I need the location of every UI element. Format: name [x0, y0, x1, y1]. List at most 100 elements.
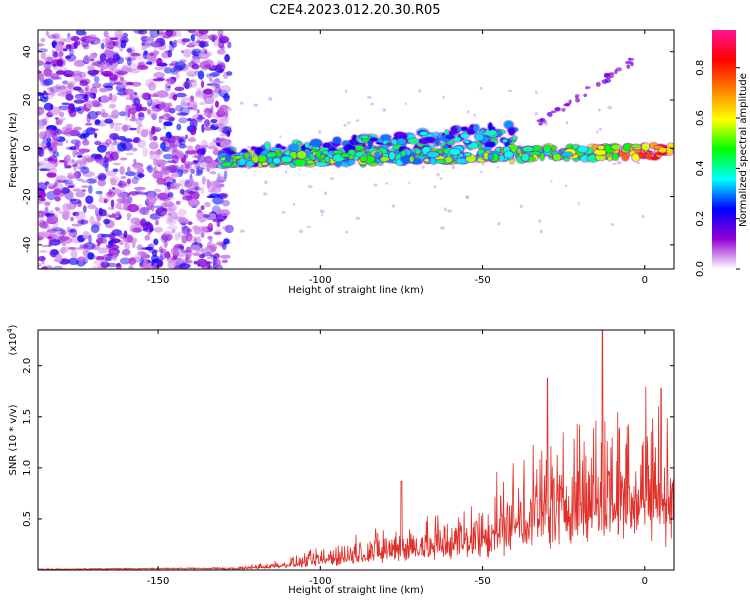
band-blob [363, 155, 375, 163]
noise-blob [136, 65, 149, 70]
noise-blob [113, 125, 122, 131]
noise-blob [84, 91, 92, 95]
band-blob [464, 140, 470, 144]
band-blob [451, 126, 458, 134]
noise-blob [170, 173, 180, 178]
noise-blob [95, 160, 104, 164]
noise-blob [109, 133, 120, 140]
noise-blob [189, 118, 198, 128]
colorbar-tick-label: 0.8 [695, 60, 706, 76]
noise-blob [82, 231, 90, 240]
noise-blob [183, 48, 192, 58]
band-blob [443, 153, 447, 157]
band-blob [322, 150, 329, 155]
noise-blob [149, 30, 160, 38]
spectrogram-panel: -150 -100 -50 0 -40 -20 0 20 40 Height of straig… [8, 29, 675, 296]
noise-blob [179, 106, 190, 116]
noise-blob [85, 157, 95, 162]
scatter-blob [329, 177, 335, 180]
noise-blob [124, 243, 130, 251]
noise-blob [100, 261, 110, 268]
noise-blob [153, 158, 158, 166]
noise-blob [112, 254, 117, 261]
noise-blob [65, 44, 72, 50]
noise-blob [227, 41, 232, 49]
scatter-blob [597, 108, 601, 112]
noise-blob [163, 121, 173, 127]
noise-blob [125, 171, 136, 177]
noise-blob [221, 199, 230, 207]
scatter-blob [497, 222, 501, 226]
noise-blob [119, 257, 131, 265]
noise-blob [170, 70, 179, 75]
noise-blob [43, 94, 48, 98]
noise-blob [65, 165, 72, 169]
noise-blob [88, 184, 93, 194]
noise-blob [66, 83, 74, 89]
noise-blob [134, 190, 142, 194]
scatter-blob [451, 165, 456, 170]
noise-blob [200, 248, 205, 253]
noise-blob [151, 125, 156, 135]
band-blob [378, 161, 383, 165]
rising-line-blob [547, 112, 553, 117]
noise-blob [203, 107, 213, 114]
noise-blob [71, 159, 75, 163]
noise-blob [169, 164, 181, 173]
noise-blob [149, 224, 154, 233]
band-blob [444, 129, 449, 137]
noise-blob [44, 128, 56, 138]
noise-blob [199, 254, 205, 259]
noise-blob [54, 117, 59, 120]
noise-blob [196, 116, 206, 120]
snr-series [37, 329, 675, 571]
noise-blob [155, 219, 159, 226]
noise-blob [55, 175, 67, 181]
noise-blob [83, 242, 96, 250]
noise-blob [122, 32, 128, 38]
band-blob [655, 152, 667, 155]
noise-blob [105, 213, 111, 217]
noise-blob [68, 257, 80, 265]
noise-blob [174, 232, 181, 241]
noise-blob [151, 249, 158, 257]
noise-blob [188, 42, 194, 47]
noise-blob [47, 110, 52, 117]
band-blob [288, 144, 298, 152]
noise-blob [38, 256, 46, 262]
noise-blob [170, 247, 179, 256]
band-blob [244, 152, 249, 159]
noise-blob [206, 73, 212, 78]
scatter-blob [641, 214, 645, 219]
noise-blob [116, 262, 121, 267]
noise-blob [68, 247, 76, 250]
spectrogram-x-tick-label: 0 [642, 275, 648, 286]
noise-blob [58, 50, 64, 57]
band-blob [391, 139, 398, 145]
noise-blob [111, 122, 124, 126]
noise-blob [64, 73, 72, 77]
scatter-blob [239, 229, 245, 233]
noise-blob [181, 38, 191, 43]
noise-blob [196, 109, 200, 114]
noise-blob [73, 40, 78, 50]
noise-blob [75, 191, 86, 198]
noise-blob [87, 110, 99, 120]
noise-blob [152, 135, 158, 141]
noise-blob [133, 171, 143, 180]
noise-blob [203, 126, 214, 131]
band-blob [434, 155, 446, 160]
noise-blob [54, 37, 66, 44]
noise-blob [145, 246, 154, 251]
noise-blob [215, 64, 224, 69]
noise-blob [226, 71, 233, 76]
noise-blob [187, 235, 198, 244]
noise-blob [133, 186, 146, 191]
band-blob [380, 134, 391, 141]
noise-blob [167, 85, 171, 89]
noise-blob [151, 102, 156, 111]
scatter-blob [263, 192, 268, 196]
snr-panel: -150 -100 -50 0 0.5 1.0 1.5 2.0 Height of strai… [6, 324, 675, 596]
noise-blob [38, 219, 46, 228]
noise-blob [115, 39, 122, 48]
